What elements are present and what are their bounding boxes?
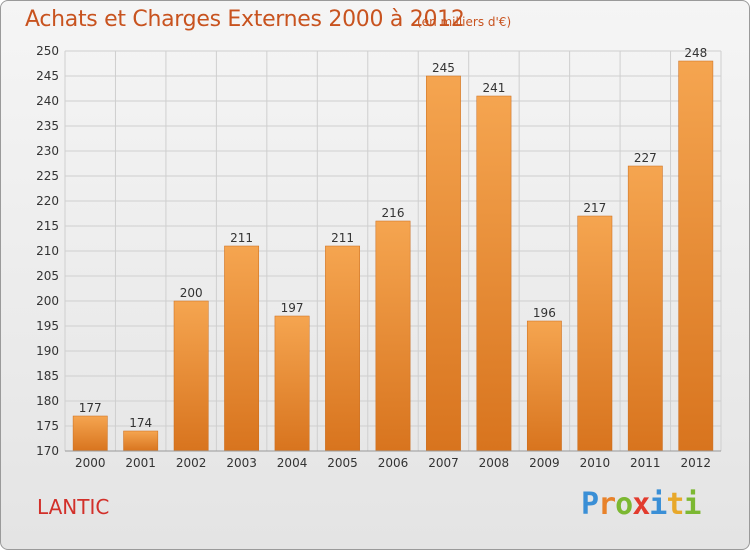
- y-tick-label: 220: [36, 194, 59, 208]
- x-tick-label: 2010: [580, 456, 611, 470]
- axes: 170 175 180 185 190 195 200 205 210 215 220 225 230 2…: [36, 44, 721, 470]
- bar-2005: [325, 245, 360, 452]
- bar-2007: [426, 75, 461, 452]
- x-tick-label: 2003: [226, 456, 257, 470]
- logo-letter: i: [683, 487, 701, 522]
- logo-letter: t: [666, 487, 684, 522]
- x-tick-label: 2012: [680, 456, 711, 470]
- data-label-2011: 227: [634, 151, 657, 165]
- x-tick-label: 2009: [529, 456, 560, 470]
- chart-title: Achats et Charges Externes 2000 à 2012: [25, 7, 465, 32]
- x-tick-label: 2000: [75, 456, 106, 470]
- logo-letter: o: [615, 487, 633, 522]
- y-tick-label: 235: [36, 119, 59, 133]
- bar-2011: [627, 165, 663, 452]
- data-label-2001: 174: [129, 416, 152, 430]
- commune-name: LANTIC: [37, 495, 110, 519]
- y-tick-label: 245: [36, 69, 59, 83]
- x-tick-label: 2011: [630, 456, 661, 470]
- y-tick-label: 225: [36, 169, 59, 183]
- chart-subtitle: (en milliers d'€): [417, 15, 512, 29]
- data-label-2000: 177: [79, 401, 102, 415]
- y-tick-label: 210: [36, 244, 59, 258]
- data-label-2005: 211: [331, 231, 354, 245]
- data-label-2004: 197: [281, 301, 304, 315]
- x-tick-label: 2007: [428, 456, 459, 470]
- y-tick-label: 205: [36, 269, 59, 283]
- bar-2003: [224, 245, 260, 452]
- bars: 177 174 200 211 197 211 216 245 241 196 217 227 248: [72, 46, 714, 452]
- y-tick-label: 250: [36, 44, 59, 58]
- y-tick-label: 195: [36, 319, 59, 333]
- x-tick-label: 2005: [327, 456, 358, 470]
- data-label-2012: 248: [684, 46, 707, 60]
- bar-2002: [173, 300, 209, 452]
- y-tick-label: 185: [36, 369, 59, 383]
- logo-letter: i: [649, 487, 667, 522]
- y-tick-label: 170: [36, 444, 59, 458]
- data-label-2007: 245: [432, 61, 455, 75]
- bar-2010: [577, 215, 613, 452]
- x-tick-label: 2008: [479, 456, 510, 470]
- logo-letter: r: [598, 487, 616, 522]
- bar-2008: [476, 95, 512, 452]
- bar-2006: [375, 220, 411, 452]
- x-tick-label: 2004: [277, 456, 308, 470]
- proxiti-logo: Proxiti: [581, 487, 701, 522]
- x-tick-label: 2006: [378, 456, 409, 470]
- y-tick-label: 175: [36, 419, 59, 433]
- data-label-2009: 196: [533, 306, 556, 320]
- bar-2012: [678, 60, 714, 452]
- logo-letter: x: [632, 487, 650, 522]
- y-tick-label: 180: [36, 394, 59, 408]
- y-tick-label: 240: [36, 94, 59, 108]
- data-label-2002: 200: [180, 286, 203, 300]
- x-tick-label: 2002: [176, 456, 207, 470]
- y-tick-label: 190: [36, 344, 59, 358]
- y-tick-label: 200: [36, 294, 59, 308]
- data-label-2003: 211: [230, 231, 253, 245]
- bar-2009: [526, 320, 562, 452]
- bar-2004: [274, 315, 310, 452]
- data-label-2006: 216: [382, 206, 405, 220]
- data-label-2010: 217: [583, 201, 606, 215]
- y-tick-label: 215: [36, 219, 59, 233]
- x-tick-label: 2001: [125, 456, 156, 470]
- bar-2001: [123, 430, 159, 452]
- y-tick-label: 230: [36, 144, 59, 158]
- bar-2000: [72, 415, 108, 452]
- data-label-2008: 241: [482, 81, 505, 95]
- logo-letter: P: [581, 487, 599, 522]
